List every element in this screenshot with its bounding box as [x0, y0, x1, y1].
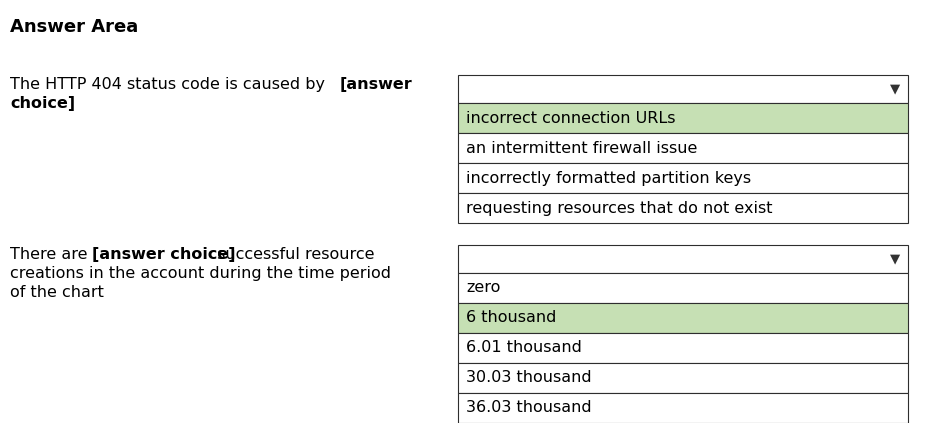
Bar	[458, 393, 908, 423]
Text: incorrectly formatted partition keys: incorrectly formatted partition keys	[466, 170, 751, 186]
Text: creations in the account during the time period: creations in the account during the time…	[10, 266, 391, 281]
Text: [answer choice]: [answer choice]	[92, 247, 235, 262]
Text: There are: There are	[10, 247, 93, 262]
Bar	[458, 75, 908, 103]
Text: incorrect connection URLs: incorrect connection URLs	[466, 110, 675, 126]
Text: zero: zero	[466, 280, 500, 296]
Text: The HTTP 404 status code is caused by: The HTTP 404 status code is caused by	[10, 77, 331, 92]
Text: choice]: choice]	[10, 96, 75, 111]
Text: ▼: ▼	[890, 253, 900, 266]
Text: successful resource: successful resource	[212, 247, 374, 262]
Bar	[458, 273, 908, 303]
Text: an intermittent firewall issue: an intermittent firewall issue	[466, 140, 697, 156]
Bar	[458, 363, 908, 393]
Bar	[458, 245, 908, 273]
Bar	[458, 163, 908, 193]
Text: Answer Area: Answer Area	[10, 18, 138, 36]
Text: ▼: ▼	[890, 82, 900, 96]
Text: requesting resources that do not exist: requesting resources that do not exist	[466, 201, 772, 215]
Text: of the chart: of the chart	[10, 285, 104, 300]
Bar	[458, 303, 908, 333]
Bar	[458, 333, 908, 363]
Bar	[458, 103, 908, 133]
Text: 36.03 thousand: 36.03 thousand	[466, 401, 592, 415]
Bar	[458, 193, 908, 223]
Text: 30.03 thousand: 30.03 thousand	[466, 371, 592, 385]
Text: [answer: [answer	[340, 77, 413, 92]
Bar	[458, 133, 908, 163]
Text: 6.01 thousand: 6.01 thousand	[466, 341, 582, 355]
Text: 6 thousand: 6 thousand	[466, 310, 557, 326]
